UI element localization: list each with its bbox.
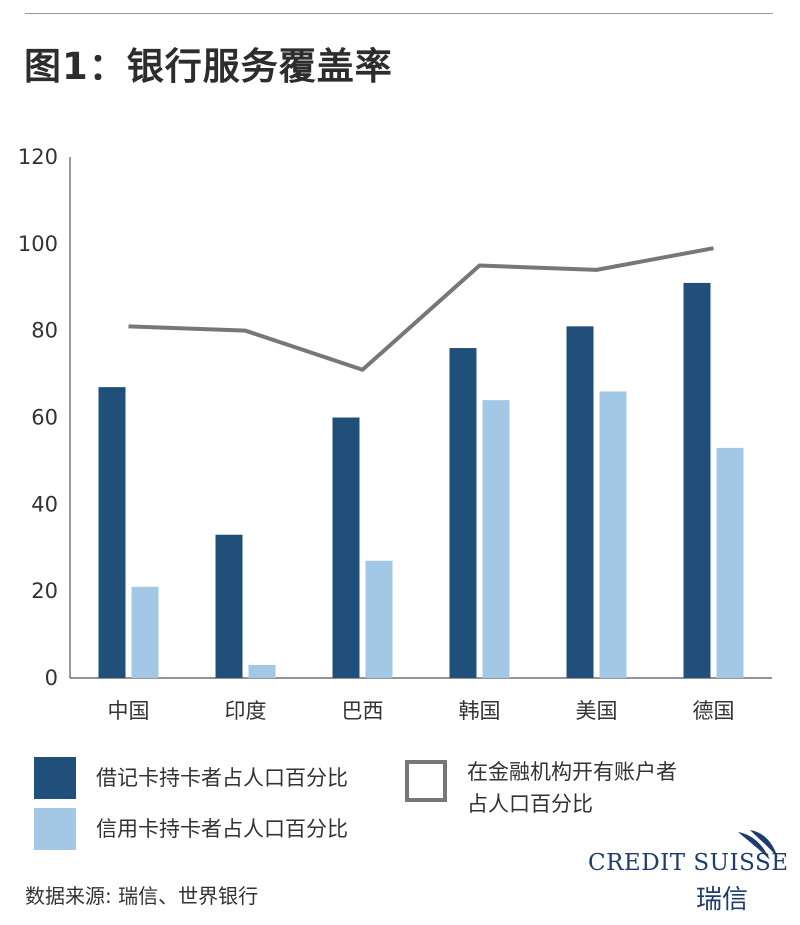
legend-item-debit: 借记卡持卡者占人口百分比 (34, 757, 348, 799)
bar-line-chart: 0 20 40 60 80 100 120 中国 印度 巴西 韩国 美国 德国 (18, 145, 772, 723)
bar-credit (365, 560, 393, 678)
bar-debit (98, 387, 126, 678)
line-account (128, 246, 714, 372)
legend-label-account-line2: 占人口百分比 (467, 792, 593, 816)
y-tick-label: 100 (18, 232, 58, 256)
y-tick-label: 120 (18, 145, 58, 169)
bar-debit (566, 326, 594, 678)
x-tick-label: 韩国 (459, 699, 501, 723)
x-tick-label: 德国 (693, 699, 735, 723)
legend-item-account: 在金融机构开有账户者 占人口百分比 (405, 756, 677, 820)
chart-title: 图1：银行服务覆盖率 (24, 45, 393, 88)
x-tick-label: 印度 (225, 699, 267, 723)
legend-label-account: 在金融机构开有账户者 占人口百分比 (467, 756, 677, 820)
legend-label-account-line1: 在金融机构开有账户者 (467, 760, 677, 784)
x-tick-label: 中国 (108, 699, 150, 723)
x-tick-label: 巴西 (342, 699, 384, 723)
legend-label-debit: 借记卡持卡者占人口百分比 (96, 766, 348, 790)
bar-debit (215, 534, 243, 678)
bar-credit (248, 664, 276, 678)
y-tick-label: 80 (31, 319, 58, 343)
x-tick-label: 美国 (576, 699, 618, 723)
y-tick-label: 0 (45, 666, 58, 690)
source-note: 数据来源: 瑞信、世界银行 (25, 884, 259, 908)
bar-debit (332, 417, 360, 678)
legend-swatch-debit (34, 757, 76, 799)
y-tick-label: 40 (31, 492, 58, 516)
bar-credit (131, 586, 159, 678)
legend-label-credit: 信用卡持卡者占人口百分比 (96, 817, 348, 841)
bar-credit (599, 391, 627, 678)
bar-credit (482, 400, 510, 678)
logo-wordmark: Credit Suisse (588, 850, 789, 876)
logo-chinese-name: 瑞信 (696, 885, 749, 915)
bar-debit (683, 282, 711, 678)
y-tick-label: 60 (31, 406, 58, 430)
bar-debit (449, 348, 477, 678)
y-tick-label: 20 (31, 579, 58, 603)
legend-item-credit: 信用卡持卡者占人口百分比 (34, 808, 348, 850)
legend-swatch-credit (34, 808, 76, 850)
bar-credit (716, 447, 744, 678)
credit-suisse-logo: Credit Suisse 瑞信 (588, 828, 789, 915)
legend-swatch-account (405, 760, 447, 802)
top-rule (25, 13, 773, 14)
